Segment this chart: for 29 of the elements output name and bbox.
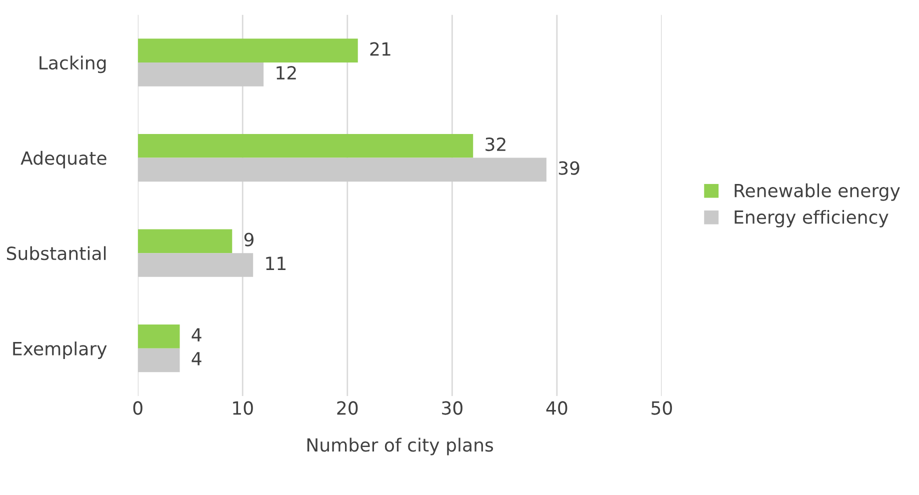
x-tick-label: 0 — [133, 401, 142, 415]
x-tick-label: 30 — [442, 401, 462, 415]
data-label: 9 — [244, 232, 254, 246]
bar — [138, 229, 232, 254]
y-tick-label: Lacking — [40, 56, 106, 74]
y-tick-label: Substantial — [6, 246, 106, 260]
bar — [138, 253, 254, 277]
bar — [138, 158, 546, 182]
x-tick-label: 20 — [337, 401, 358, 415]
legend-label: Energy efficiency — [734, 210, 888, 228]
bar — [138, 62, 264, 86]
data-label: 11 — [266, 256, 286, 270]
legend-label: Renewable energy — [734, 183, 900, 201]
x-axis-title: Number of city plans — [307, 438, 494, 456]
x-tick-label: 40 — [546, 401, 568, 415]
x-tick-label: 50 — [652, 401, 672, 415]
bar — [138, 348, 180, 372]
x-tick-label: 10 — [233, 401, 253, 415]
bar — [138, 134, 474, 158]
y-tick-label: Adequate — [20, 150, 106, 168]
data-label: 12 — [276, 66, 296, 80]
data-label: 4 — [192, 352, 202, 366]
data-label: 21 — [370, 42, 390, 56]
data-label: 4 — [192, 328, 202, 342]
data-label: 32 — [486, 137, 506, 152]
y-tick-label: Exemplary — [13, 341, 107, 359]
bar — [138, 324, 180, 348]
bar — [138, 38, 358, 62]
data-label: 39 — [558, 161, 580, 175]
